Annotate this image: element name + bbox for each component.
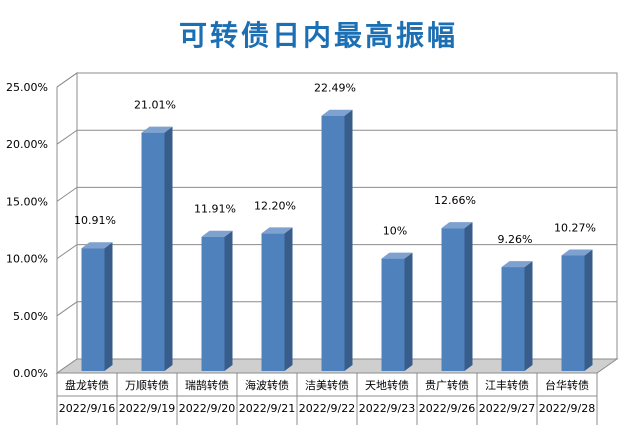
data-label: 12.20% — [254, 199, 296, 212]
gridline — [56, 129, 617, 145]
bar-top — [381, 252, 413, 259]
bar-front — [261, 233, 285, 371]
category-label: 洁美转债 — [305, 378, 349, 392]
bar-front — [321, 115, 345, 371]
bar-top — [321, 109, 353, 116]
bar-1 — [81, 242, 113, 371]
date-label: 2022/9/20 — [179, 402, 235, 415]
bar-top — [141, 126, 173, 133]
bar-front — [441, 228, 465, 371]
bar-front — [141, 132, 165, 371]
bar-5 — [321, 109, 353, 371]
bar-3 — [201, 230, 233, 371]
bar-front — [81, 248, 105, 371]
data-label: 11.91% — [194, 203, 236, 216]
data-label: 10% — [383, 225, 407, 238]
bar-side — [524, 261, 533, 371]
bar-top — [261, 227, 293, 234]
y-tick-label: 0.00% — [13, 367, 48, 380]
date-label: 2022/9/22 — [299, 402, 355, 415]
category-label: 江丰转债 — [485, 378, 529, 392]
bar-front — [381, 258, 405, 371]
bar-front — [201, 236, 225, 371]
bar-4 — [261, 227, 293, 371]
bar-side — [584, 249, 593, 371]
date-label: 2022/9/16 — [59, 402, 115, 415]
data-label: 10.91% — [74, 214, 116, 227]
category-label: 万顺转债 — [125, 378, 169, 392]
bar-top — [81, 242, 113, 249]
date-label: 2022/9/26 — [419, 402, 475, 415]
category-label: 贵广转债 — [425, 378, 469, 392]
category-label: 天地转债 — [365, 378, 409, 392]
date-label: 2022/9/23 — [359, 402, 415, 415]
data-label: 22.49% — [314, 82, 356, 95]
date-label: 2022/9/21 — [239, 402, 295, 415]
bar-side — [104, 242, 113, 371]
bar-top — [201, 230, 233, 237]
data-label: 10.27% — [554, 222, 596, 235]
date-label: 2022/9/27 — [479, 402, 535, 415]
bar-8 — [501, 261, 533, 371]
gridline — [56, 186, 617, 202]
date-label: 2022/9/28 — [539, 402, 595, 415]
bar-2 — [141, 126, 173, 371]
bar-side — [404, 252, 413, 371]
category-label: 盘龙转债 — [65, 378, 109, 392]
bar-6 — [381, 252, 413, 371]
y-tick-label: 10.00% — [6, 253, 48, 266]
category-label: 海波转债 — [245, 378, 289, 392]
bar-top — [561, 249, 593, 256]
y-tick-label: 5.00% — [13, 310, 48, 323]
bar-9 — [561, 249, 593, 371]
bar-side — [284, 227, 293, 371]
category-label: 台华转债 — [545, 378, 589, 392]
data-label: 12.66% — [434, 194, 476, 207]
gridline — [56, 72, 617, 88]
bar-side — [164, 126, 173, 371]
y-tick-label: 15.00% — [6, 195, 48, 208]
bar-front — [501, 267, 525, 371]
bar-front — [561, 255, 585, 371]
gridline — [56, 301, 617, 317]
date-label: 2022/9/19 — [119, 402, 175, 415]
bar-7 — [441, 222, 473, 371]
data-label: 9.26% — [498, 233, 533, 246]
bar-top — [441, 222, 473, 229]
data-label: 21.01% — [134, 99, 176, 112]
chart-title: 可转债日内最高振幅 — [178, 19, 458, 52]
category-label: 瑞鹄转债 — [185, 378, 229, 392]
y-tick-label: 20.00% — [6, 138, 48, 151]
bar-side — [344, 109, 353, 371]
gridline — [56, 244, 617, 260]
bar-top — [501, 261, 533, 268]
y-tick-label: 25.00% — [6, 81, 48, 94]
bar-side — [224, 230, 233, 371]
bar-side — [464, 222, 473, 371]
